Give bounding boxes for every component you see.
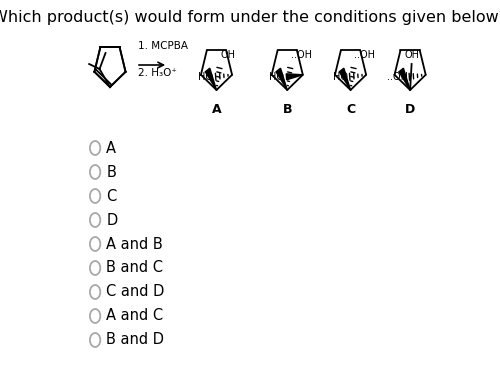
Text: B and C: B and C bbox=[106, 261, 164, 275]
Text: OH: OH bbox=[404, 50, 419, 60]
Polygon shape bbox=[340, 68, 350, 90]
Text: ..OH: ..OH bbox=[354, 50, 376, 60]
Text: ..OH: ..OH bbox=[387, 72, 408, 82]
Text: A: A bbox=[212, 103, 222, 116]
Text: A and B: A and B bbox=[106, 237, 163, 251]
Text: OH: OH bbox=[221, 50, 236, 60]
Text: HO: HO bbox=[332, 72, 347, 82]
Text: B: B bbox=[106, 165, 116, 179]
Text: HO: HO bbox=[269, 72, 284, 82]
Text: C and D: C and D bbox=[106, 285, 164, 299]
Polygon shape bbox=[206, 68, 216, 90]
Text: C: C bbox=[106, 189, 117, 203]
Text: D: D bbox=[405, 103, 415, 116]
Polygon shape bbox=[399, 68, 410, 90]
Text: 2. H₃O⁺: 2. H₃O⁺ bbox=[138, 68, 176, 78]
Text: A and C: A and C bbox=[106, 309, 164, 323]
Text: HO: HO bbox=[198, 72, 214, 82]
Text: 1. MCPBA: 1. MCPBA bbox=[138, 41, 188, 51]
Text: B: B bbox=[282, 103, 292, 116]
Text: ..OH: ..OH bbox=[291, 50, 312, 60]
Polygon shape bbox=[286, 74, 303, 80]
Polygon shape bbox=[276, 68, 287, 90]
Text: B and D: B and D bbox=[106, 333, 164, 347]
Text: D: D bbox=[106, 213, 118, 227]
Text: Which product(s) would form under the conditions given below?: Which product(s) would form under the co… bbox=[0, 10, 500, 25]
Text: A: A bbox=[106, 141, 117, 155]
Text: C: C bbox=[346, 103, 355, 116]
